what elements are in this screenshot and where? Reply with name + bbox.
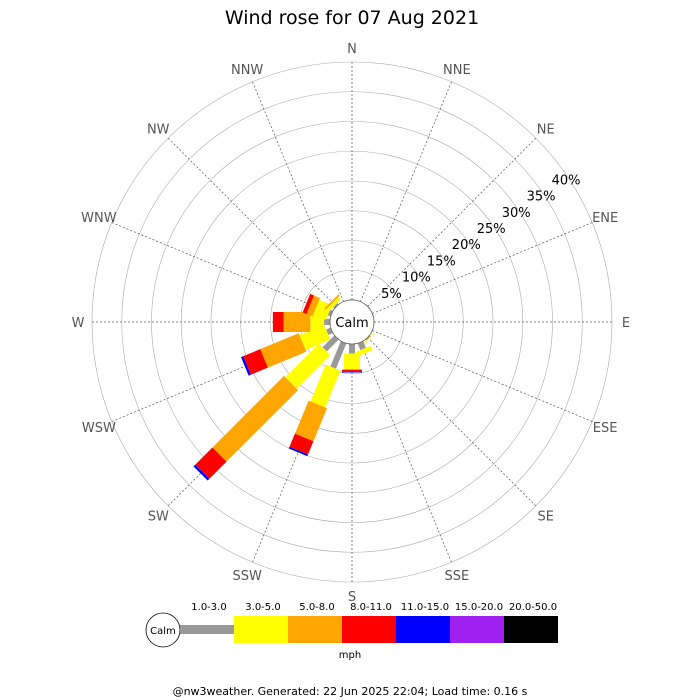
legend-label-11.0-15.0: 11.0-15.0 — [401, 602, 449, 613]
bar-s-8.0-11.0 — [342, 369, 362, 372]
ring-4 — [210, 180, 494, 464]
ring-label-4: 20% — [452, 238, 481, 253]
compass-labels: N NNE NE ENE E ESE SE SSE S SSW SW WSW W WNW NW NNW — [72, 42, 631, 605]
compass-label-sw: SW — [148, 510, 169, 525]
bar-wsw-11.0-15.0 — [240, 356, 251, 376]
legend-swatch-8.0-11.0 — [342, 616, 396, 643]
bar-w-5.0-8.0 — [283, 312, 311, 332]
legend-label-5.0-8.0: 5.0-8.0 — [299, 602, 334, 613]
legend-label-20.0-50.0: 20.0-50.0 — [509, 602, 557, 613]
bar-nw-3.0-5.0 — [327, 297, 341, 311]
bar-wnw-5.0-8.0 — [306, 295, 321, 317]
wind-bars — [193, 293, 375, 481]
ring-label-6: 30% — [502, 206, 531, 221]
bar-sw-1.0-3.0 — [322, 335, 339, 352]
legend-label-8.0-11.0: 8.0-11.0 — [350, 602, 392, 613]
bar-ssw-5.0-8.0 — [294, 400, 328, 442]
legend-label-1.0-3.0: 1.0-3.0 — [191, 602, 226, 613]
bar-sse-1.0-3.0 — [357, 341, 366, 351]
bar-wsw-8.0-11.0 — [243, 349, 268, 375]
legend-swatch-1.0-3.0 — [180, 625, 234, 634]
ring-2 — [270, 240, 434, 404]
compass-label-ese: ESE — [593, 421, 618, 436]
calm-circle-shape — [329, 299, 375, 345]
ring-label-2: 10% — [402, 271, 431, 286]
compass-label-nnw: NNW — [231, 63, 263, 78]
compass-label-se: SE — [538, 510, 554, 525]
legend-label-15.0-20.0: 15.0-20.0 — [455, 602, 503, 613]
bar-ssw-1.0-3.0 — [330, 341, 347, 369]
bar-wsw-3.0-5.0 — [299, 324, 331, 350]
calm-label: Calm — [335, 316, 368, 331]
bar-nw-1.0-3.0 — [333, 303, 339, 309]
compass-label-w: W — [72, 316, 85, 331]
bar-sw-8.0-11.0 — [195, 447, 227, 479]
compass-label-ssw: SSW — [232, 569, 262, 584]
ring-labels: 5%10% 15%20%25%30%35% 40% — [381, 173, 580, 301]
legend-calm-label: Calm — [150, 626, 176, 637]
compass-label-ne: NE — [537, 122, 555, 137]
bar-ssw-3.0-5.0 — [310, 364, 341, 408]
compass-label-nne: NNE — [443, 63, 471, 78]
bar-wsw-5.0-8.0 — [260, 333, 307, 368]
ring-6 — [151, 121, 553, 523]
speed-legend: Calm 1.0-3.0 3.0-5.0 5.0-8.0 8.0-11.0 11.0-1… — [145, 602, 558, 661]
compass-label-e: E — [622, 316, 630, 331]
compass-label-wsw: WSW — [82, 421, 116, 436]
bar-wnw-8.0-11.0 — [302, 293, 315, 314]
legend-swatch-15.0-20.0 — [450, 616, 504, 643]
bar-sw-3.0-5.0 — [285, 343, 331, 389]
bar-se-3.0-5.0 — [362, 332, 375, 345]
ring-label-8: 40% — [552, 173, 581, 188]
legend-swatch-20.0-50.0 — [504, 616, 558, 643]
compass-label-ene: ENE — [592, 211, 618, 226]
bar-w-8.0-11.0 — [272, 312, 284, 332]
compass-label-n: N — [347, 42, 357, 57]
bar-ssw-11.0-15.0 — [288, 446, 308, 457]
chart-title: Wind rose for 07 Aug 2021 — [225, 7, 479, 29]
bar-ssw-8.0-11.0 — [289, 433, 314, 455]
calm-circle: Calm — [329, 299, 375, 345]
bar-s-3.0-5.0 — [344, 353, 360, 370]
ring-label-5: 25% — [477, 222, 506, 237]
bar-sw-5.0-8.0 — [212, 375, 299, 462]
legend-swatch-3.0-5.0 — [234, 616, 288, 643]
bar-w-1.0-3.0 — [324, 319, 330, 325]
ring-label-7: 35% — [527, 190, 556, 205]
bar-w-3.0-5.0 — [310, 314, 325, 330]
bar-sw-11.0-15.0 — [193, 464, 210, 481]
bar-se-1.0-3.0 — [365, 335, 371, 341]
compass-label-sse: SSE — [444, 569, 469, 584]
legend-unit: mph — [339, 650, 361, 661]
bar-s-11.0-15.0 — [342, 371, 362, 373]
compass-label-s: S — [348, 590, 356, 605]
bar-wnw-3.0-5.0 — [313, 299, 332, 320]
legend-swatch-5.0-8.0 — [288, 616, 342, 643]
footer-text: @nw3weather. Generated: 22 Jun 2025 22:0… — [173, 685, 528, 698]
bar-wnw-1.0-3.0 — [327, 309, 333, 317]
compass-label-wnw: WNW — [81, 211, 117, 226]
legend-swatch-11.0-15.0 — [396, 616, 450, 643]
compass-label-nw: NW — [147, 122, 170, 137]
legend-items: 1.0-3.0 3.0-5.0 5.0-8.0 8.0-11.0 11.0-15.0 15… — [180, 602, 558, 643]
bar-s-1.0-3.0 — [349, 344, 355, 354]
ring-label-3: 15% — [427, 254, 456, 269]
bar-nw-5.0-8.0 — [324, 294, 340, 310]
legend-label-3.0-5.0: 3.0-5.0 — [245, 602, 280, 613]
ring-label-1: 5% — [381, 287, 402, 302]
